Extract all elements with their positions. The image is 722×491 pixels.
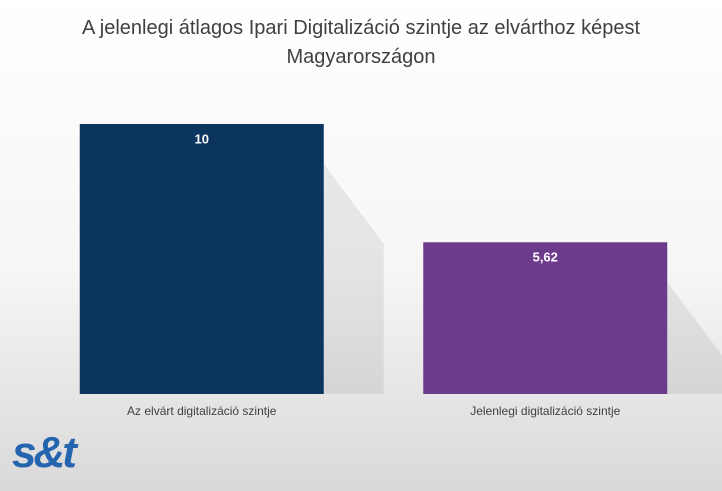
logo: s&t	[12, 428, 77, 477]
bar-shadow	[323, 164, 384, 394]
bar	[423, 242, 668, 394]
chart-title: A jelenlegi átlagos Ipari Digitalizáció …	[81, 17, 641, 68]
value-label: 10	[195, 131, 209, 146]
value-label: 5,62	[533, 250, 558, 265]
bar-shadow	[667, 282, 722, 394]
x-tick-label: Az elvárt digitalizáció szintje	[127, 404, 277, 418]
bar	[79, 124, 324, 394]
x-tick-label: Jelenlegi digitalizáció szintje	[470, 404, 620, 418]
